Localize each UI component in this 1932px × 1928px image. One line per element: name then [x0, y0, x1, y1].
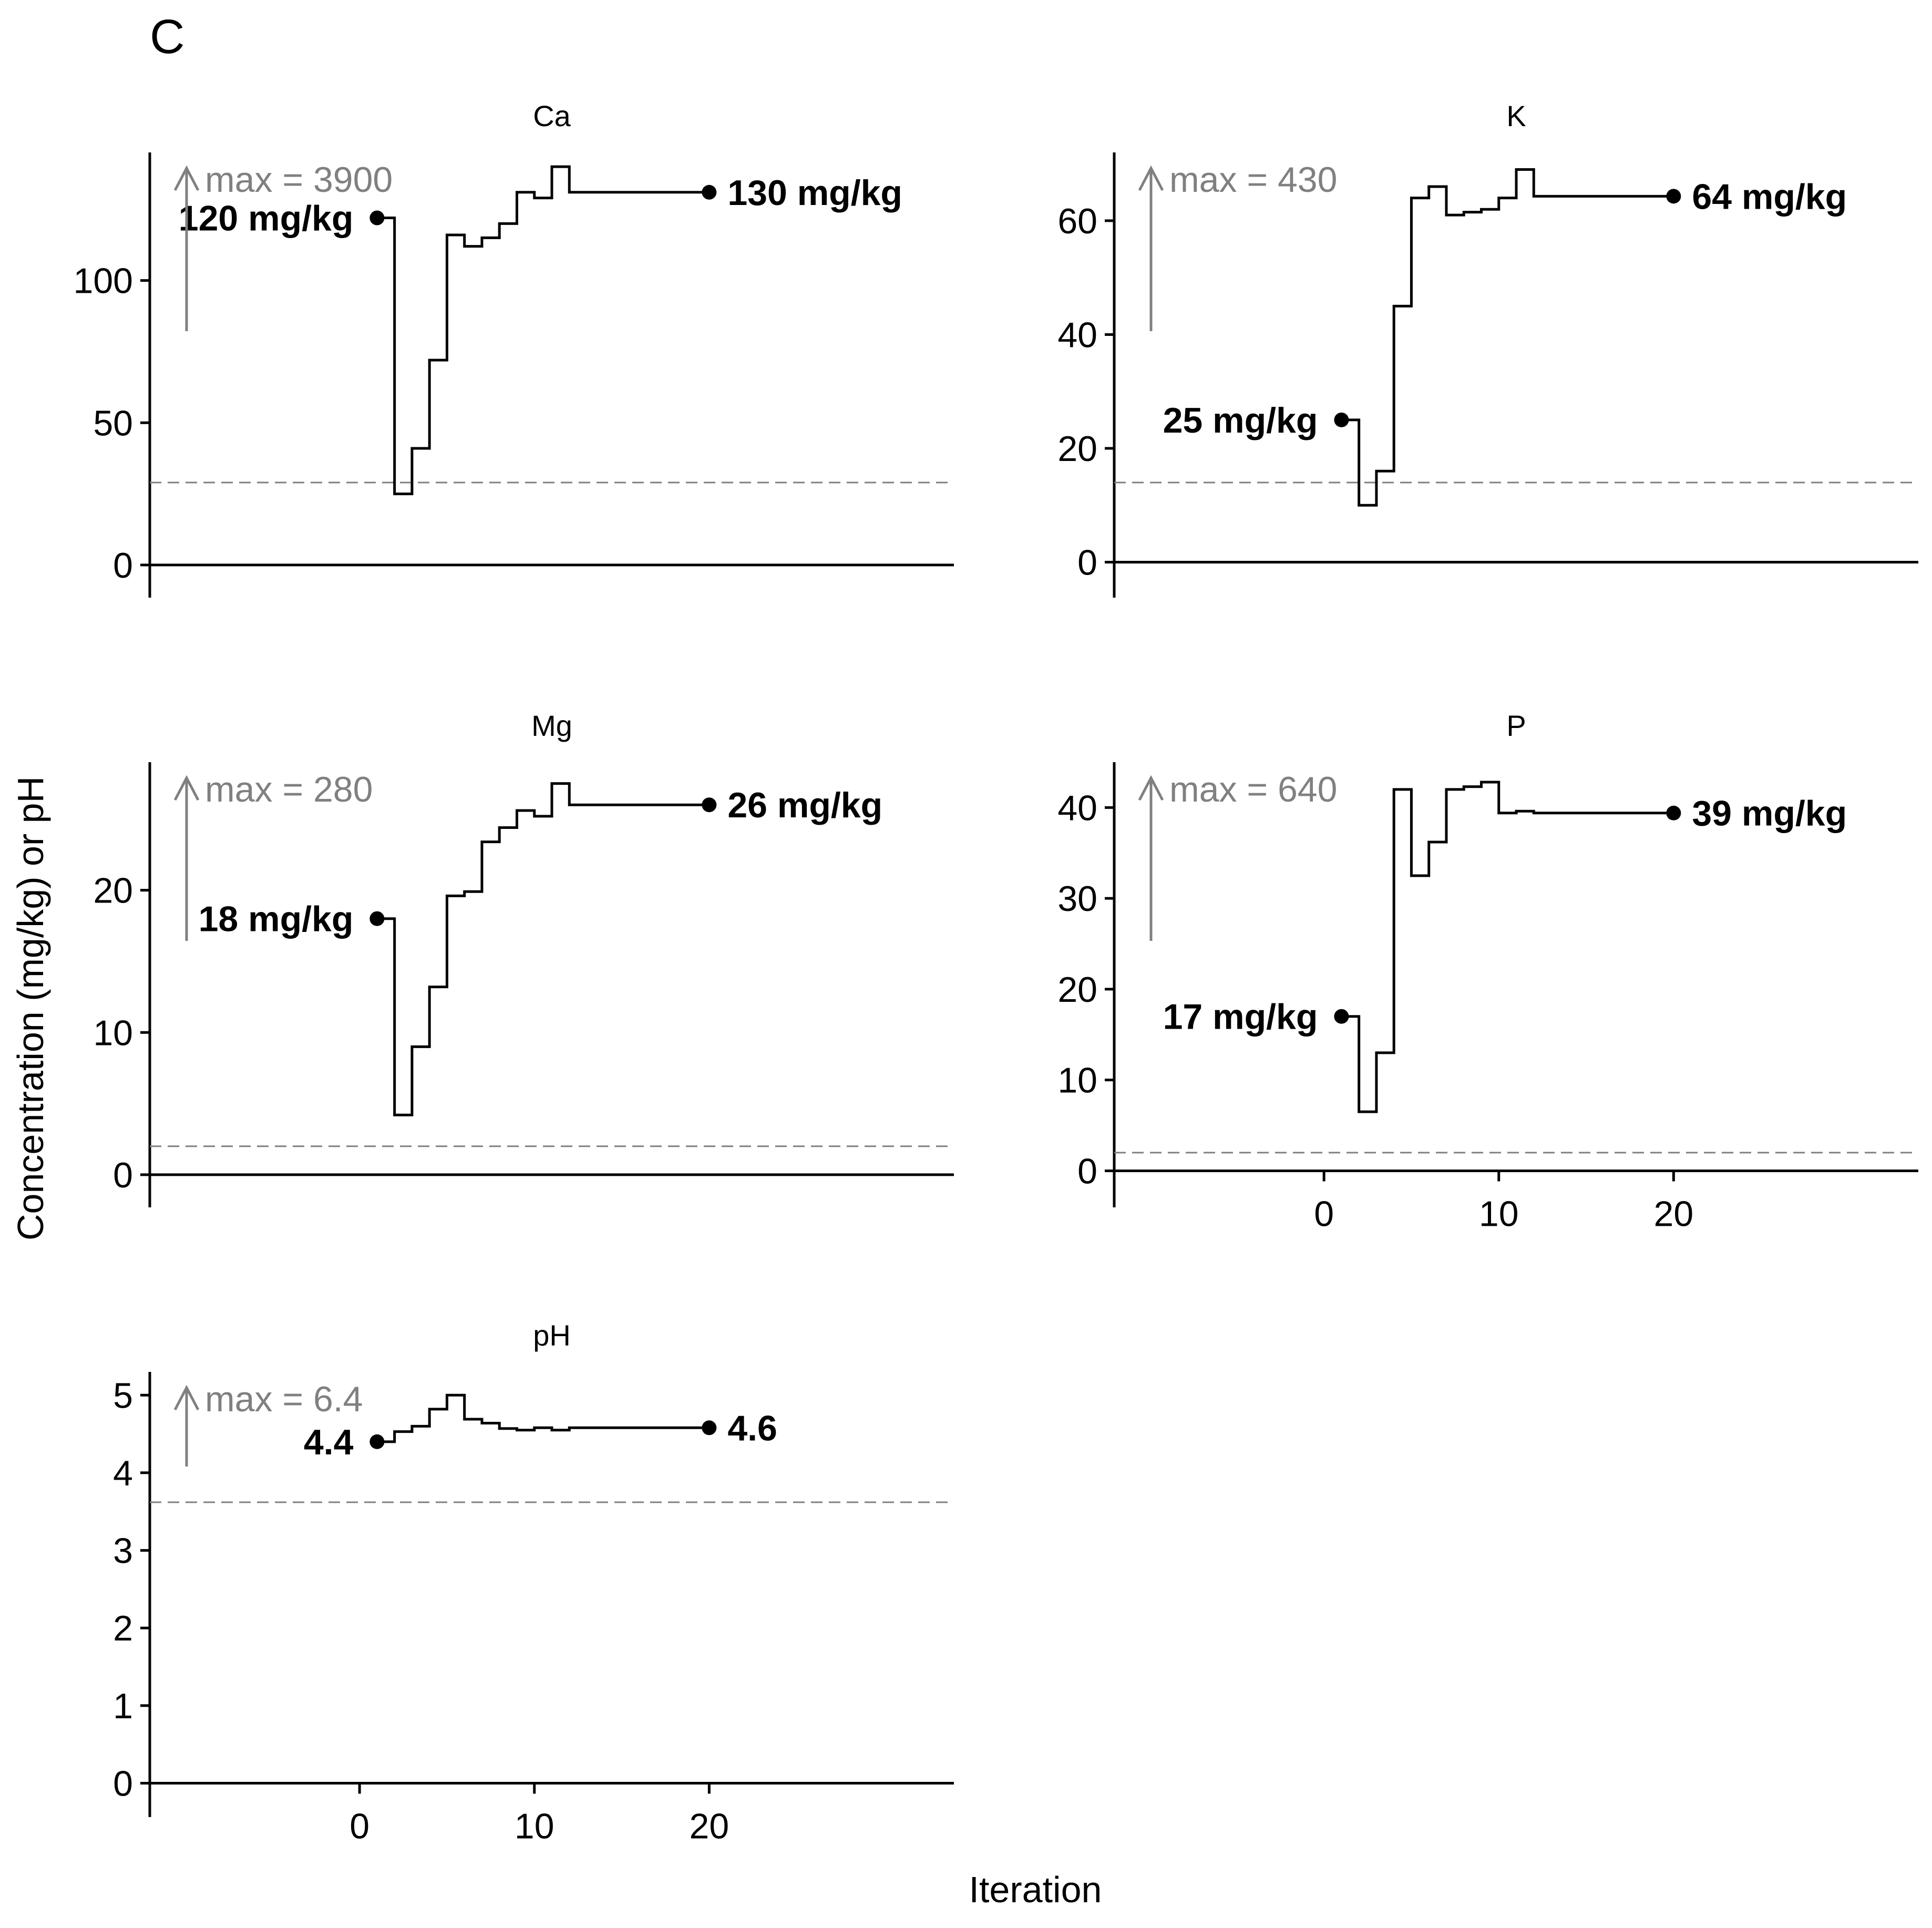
- max-annotation: max = 3900: [205, 160, 393, 200]
- y-tick-label: 3: [113, 1531, 133, 1571]
- start-point: [369, 210, 385, 225]
- max-annotation: max = 280: [205, 770, 373, 809]
- series-line: [377, 165, 710, 496]
- y-tick-label: 20: [93, 871, 133, 911]
- start-value-label: 4.4: [304, 1422, 354, 1462]
- y-tick-label: 0: [113, 1763, 133, 1803]
- end-value-label: 4.6: [727, 1408, 777, 1448]
- y-tick-label: 20: [1057, 429, 1097, 469]
- y-tick-label: 2: [113, 1608, 133, 1648]
- x-axis-label: Iteration: [969, 1869, 1102, 1910]
- panel-p: P 0 10 20 30 40 0 10 20 17 mg/kg 39 mg/kg max = 640: [1057, 709, 1918, 1234]
- start-value-label: 120 mg/kg: [179, 199, 354, 239]
- start-value-label: 25 mg/kg: [1163, 401, 1318, 440]
- x-tick-label: 10: [515, 1806, 554, 1846]
- x-tick-label: 0: [350, 1806, 369, 1846]
- start-point: [1334, 1009, 1349, 1024]
- y-tick-label: 100: [74, 261, 133, 301]
- x-tick-label: 10: [1479, 1194, 1519, 1234]
- series-line: [377, 1393, 710, 1443]
- x-tick-label: 20: [690, 1806, 729, 1846]
- start-value-label: 17 mg/kg: [1163, 997, 1318, 1037]
- facet-title: pH: [533, 1319, 571, 1352]
- end-value-label: 64 mg/kg: [1692, 177, 1847, 217]
- y-tick-label: 0: [1077, 1151, 1097, 1191]
- end-point: [702, 797, 717, 813]
- y-tick-label: 30: [1057, 879, 1097, 919]
- x-tick-label: 0: [1314, 1194, 1334, 1234]
- y-tick-label: 0: [113, 546, 133, 586]
- end-value-label: 26 mg/kg: [727, 785, 882, 825]
- end-point: [702, 1420, 717, 1435]
- facet-title: P: [1506, 709, 1526, 742]
- y-tick-label: 20: [1057, 970, 1097, 1010]
- x-tick-label: 20: [1654, 1194, 1694, 1234]
- max-arrow-head: [173, 775, 200, 801]
- facet-title: Ca: [533, 99, 571, 132]
- y-tick-label: 5: [113, 1376, 133, 1416]
- y-tick-label: 10: [1057, 1061, 1097, 1101]
- panel-tag: C: [150, 10, 185, 64]
- y-tick-label: 50: [93, 403, 133, 443]
- max-arrow-head: [1138, 165, 1164, 191]
- start-point: [369, 1434, 385, 1449]
- y-tick-label: 0: [113, 1155, 133, 1195]
- panel-ca: Ca 0 50 100 120 mg/kg 130 mg/kg max = 3900: [74, 99, 954, 598]
- max-arrow-head: [173, 1385, 200, 1411]
- y-tick-label: 40: [1057, 788, 1097, 828]
- max-annotation: max = 640: [1169, 770, 1337, 809]
- y-tick-label: 40: [1057, 315, 1097, 355]
- max-arrow-head: [1138, 775, 1164, 801]
- start-point: [1334, 412, 1349, 427]
- series-line: [377, 782, 710, 1116]
- series-line: [1341, 168, 1674, 507]
- end-value-label: 39 mg/kg: [1692, 794, 1847, 834]
- end-value-label: 130 mg/kg: [727, 173, 902, 213]
- panel-k: K 0 20 40 60 25 mg/kg 64 mg/kg max = 430: [1057, 99, 1918, 598]
- series-line: [1341, 781, 1674, 1113]
- panel-ph: pH 0 1 2 3 4 5 0 10 20 4.4 4.6 max = 6.4: [113, 1319, 954, 1846]
- max-annotation: max = 430: [1169, 160, 1337, 200]
- max-annotation: max = 6.4: [205, 1379, 363, 1419]
- start-value-label: 18 mg/kg: [199, 899, 354, 939]
- y-tick-label: 1: [113, 1686, 133, 1726]
- y-tick-label: 10: [93, 1013, 133, 1053]
- y-tick-label: 60: [1057, 201, 1097, 241]
- end-point: [1666, 805, 1681, 821]
- facet-title: K: [1506, 99, 1526, 132]
- end-point: [702, 184, 717, 200]
- max-arrow-head: [173, 165, 200, 191]
- start-point: [369, 911, 385, 926]
- y-tick-label: 4: [113, 1453, 133, 1493]
- facet-title: Mg: [531, 709, 572, 742]
- y-tick-label: 0: [1077, 543, 1097, 583]
- panel-mg: Mg 0 10 20 18 mg/kg 26 mg/kg max = 280: [93, 709, 954, 1207]
- end-point: [1666, 189, 1681, 204]
